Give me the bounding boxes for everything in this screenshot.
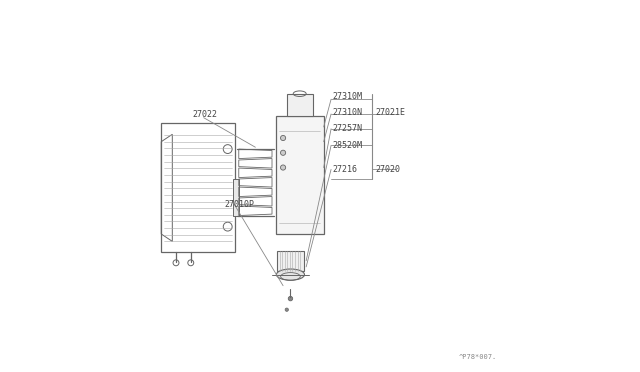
Text: 27216: 27216: [333, 165, 358, 174]
Text: 27310N: 27310N: [333, 108, 363, 118]
Circle shape: [288, 296, 292, 301]
Text: 27022: 27022: [193, 109, 218, 119]
Circle shape: [285, 308, 289, 311]
Bar: [276, 251, 304, 271]
Bar: [276, 116, 324, 234]
Bar: [233, 179, 239, 215]
Bar: [287, 94, 312, 116]
Text: 27257N: 27257N: [333, 124, 363, 133]
Circle shape: [280, 150, 285, 155]
Text: 27310M: 27310M: [333, 92, 363, 101]
Text: 28520M: 28520M: [333, 141, 363, 150]
Text: 27010P: 27010P: [224, 200, 254, 209]
Text: 27021E: 27021E: [376, 108, 405, 118]
Text: 27020: 27020: [376, 165, 401, 174]
Ellipse shape: [276, 269, 305, 280]
Text: ^P78*007.: ^P78*007.: [459, 353, 497, 359]
Circle shape: [280, 165, 285, 170]
Circle shape: [280, 135, 285, 141]
